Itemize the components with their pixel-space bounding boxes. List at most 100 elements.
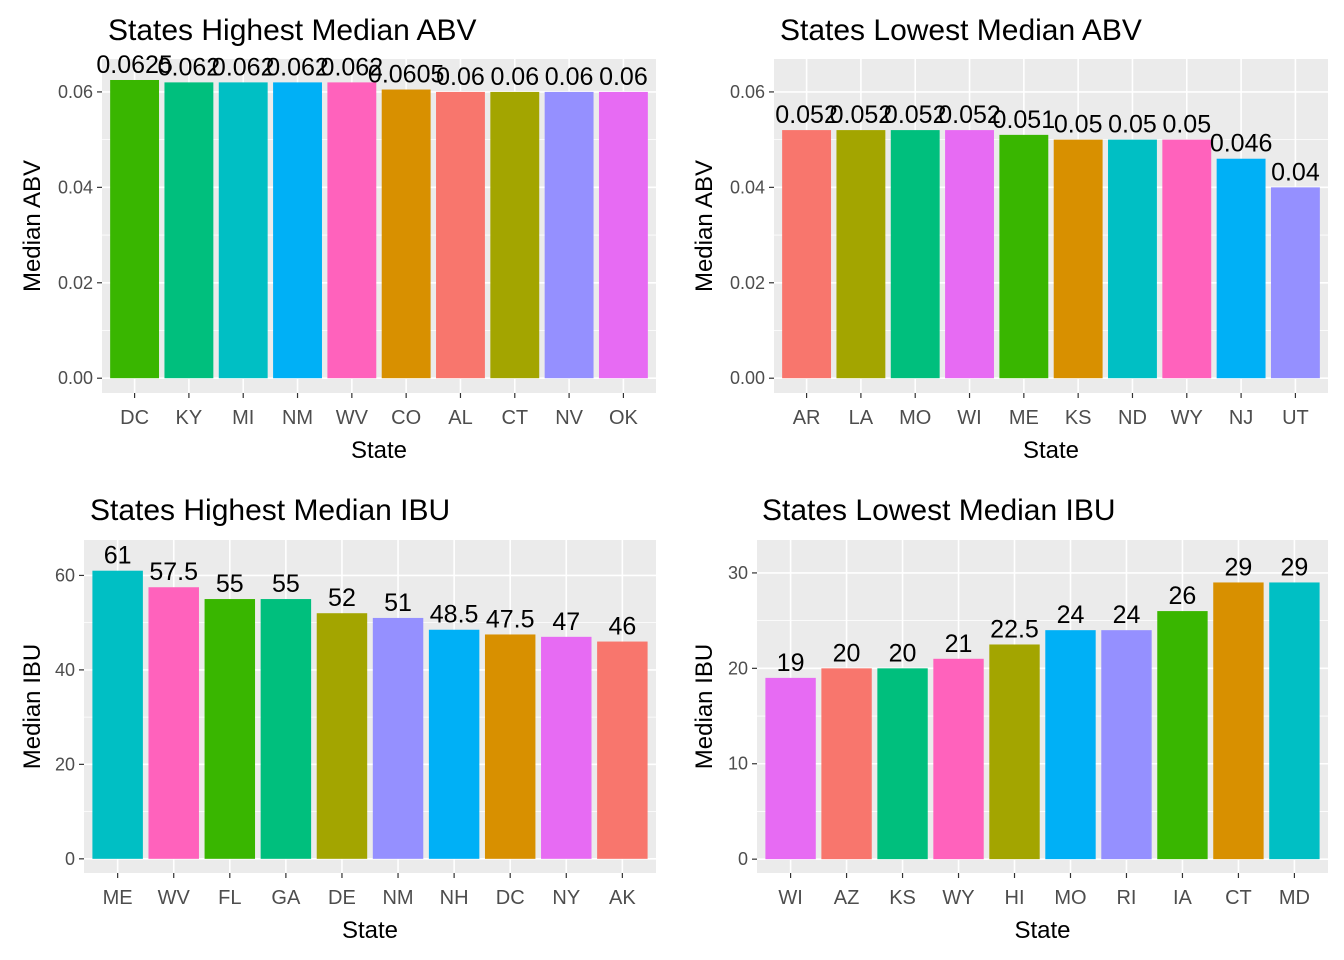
x-tick-label: LA	[849, 407, 874, 429]
data-label-dc: 0.0625	[96, 51, 172, 79]
bar-nh	[428, 629, 480, 859]
data-label-dc: 47.5	[486, 605, 535, 633]
data-label-az: 20	[833, 639, 861, 667]
bar-az	[821, 668, 872, 860]
x-tick-label: OK	[609, 407, 639, 429]
bar-wv	[148, 587, 199, 859]
bar-al	[436, 91, 485, 379]
bar-nv	[544, 91, 594, 379]
x-tick-label: AR	[793, 407, 821, 429]
x-tick-label: NH	[440, 887, 469, 909]
chart-panel-3: 0 20 40 60 61 ME 57.5 WV 55 FL 55 GA 52 DE 51 NM 48.5 NH 4…	[19, 494, 656, 944]
data-label-co: 0.0605	[368, 61, 444, 89]
data-label-al: 0.06	[436, 63, 485, 91]
x-tick-label: KS	[1065, 407, 1092, 429]
bar-dc	[484, 634, 536, 859]
bar-ct	[490, 91, 540, 379]
bar-md	[1269, 582, 1320, 860]
x-tick-label: ME	[103, 887, 133, 909]
data-label-nh: 48.5	[430, 601, 479, 629]
y-tick-label: 0.00	[58, 368, 93, 388]
y-axis-label: Median ABV	[691, 160, 718, 292]
x-tick-label: CO	[391, 407, 421, 429]
bar-wi	[765, 677, 816, 860]
data-label-nm: 0.062	[266, 53, 329, 81]
y-tick-label: 0.04	[58, 177, 93, 197]
x-tick-label: NM	[382, 887, 413, 909]
bar-ak	[597, 641, 648, 859]
chart-title: States Lowest Median ABV	[780, 14, 1142, 47]
chart-panel-2: 0.00 0.02 0.04 0.06 0.052 AR 0.052 LA 0.052 MO 0.0…	[691, 14, 1328, 464]
x-tick-label: WV	[158, 887, 191, 909]
chart-panel-4: 0 10 20 30 19 WI 20 AZ 20 KS 21 WY 22.5 HI 24 MO 24 RI 26 I…	[691, 494, 1328, 944]
x-tick-label: RI	[1116, 887, 1136, 909]
y-tick-label: 0	[738, 849, 748, 869]
bar-ks	[1053, 139, 1103, 379]
y-tick-label: 20	[728, 658, 748, 678]
data-label-de: 52	[328, 584, 356, 612]
data-label-ok: 0.06	[599, 63, 648, 91]
data-label-la: 0.052	[830, 101, 893, 129]
y-tick-label: 0.00	[730, 368, 765, 388]
data-label-wy: 0.05	[1162, 111, 1211, 139]
bar-ar	[782, 130, 832, 379]
bar-ny	[541, 636, 592, 859]
data-label-me: 0.051	[993, 106, 1056, 134]
bar-de	[316, 613, 368, 859]
data-label-ar: 0.052	[775, 101, 838, 129]
x-tick-label: WI	[778, 887, 802, 909]
x-tick-label: ND	[1118, 407, 1147, 429]
data-label-wi: 0.052	[938, 101, 1001, 129]
x-tick-label: KY	[176, 407, 203, 429]
bar-me	[999, 134, 1049, 379]
bar-nj	[1216, 158, 1266, 379]
y-tick-label: 20	[55, 754, 75, 774]
data-label-ga: 55	[272, 570, 300, 598]
data-label-wy: 21	[945, 630, 973, 658]
x-tick-label: WY	[1171, 407, 1203, 429]
x-axis-label: State	[1023, 437, 1079, 464]
data-label-ri: 24	[1113, 601, 1141, 629]
data-label-md: 29	[1281, 553, 1309, 581]
bar-me	[92, 570, 143, 859]
y-tick-label: 0.02	[730, 273, 765, 293]
y-tick-label: 60	[55, 565, 75, 585]
x-tick-label: ME	[1009, 407, 1039, 429]
x-tick-label: NM	[282, 407, 313, 429]
bar-co	[381, 89, 431, 379]
y-tick-label: 0.06	[730, 82, 765, 102]
bar-wi	[945, 130, 994, 379]
y-tick-label: 0.06	[58, 82, 93, 102]
data-label-nm: 51	[384, 589, 412, 617]
x-axis-label: State	[1014, 917, 1070, 944]
bar-ut	[1270, 187, 1320, 379]
bar-ky	[164, 82, 214, 379]
y-axis-label: Median ABV	[19, 160, 46, 292]
bar-ok	[598, 91, 648, 379]
bar-nm	[273, 82, 322, 379]
x-tick-label: FL	[218, 887, 241, 909]
bar-mo	[1045, 630, 1096, 860]
data-label-nv: 0.06	[545, 63, 594, 91]
data-label-ct: 29	[1225, 553, 1253, 581]
y-axis-label: Median IBU	[19, 644, 46, 769]
x-tick-label: WV	[336, 407, 369, 429]
y-tick-label: 0.02	[58, 273, 93, 293]
x-tick-label: IA	[1173, 887, 1193, 909]
x-tick-label: MO	[899, 407, 931, 429]
chart-title: States Highest Median ABV	[108, 14, 477, 47]
x-tick-label: CT	[1225, 887, 1252, 909]
bar-ga	[260, 599, 312, 859]
data-label-mi: 0.062	[212, 53, 275, 81]
bar-wy	[933, 658, 984, 860]
data-label-ny: 47	[552, 608, 580, 636]
x-tick-label: MO	[1054, 887, 1086, 909]
bar-wv	[327, 82, 377, 379]
data-label-ks: 20	[889, 639, 917, 667]
y-tick-label: 30	[728, 563, 748, 583]
bar-dc	[110, 79, 160, 379]
x-tick-label: HI	[1005, 887, 1025, 909]
data-label-wv: 57.5	[149, 558, 198, 586]
